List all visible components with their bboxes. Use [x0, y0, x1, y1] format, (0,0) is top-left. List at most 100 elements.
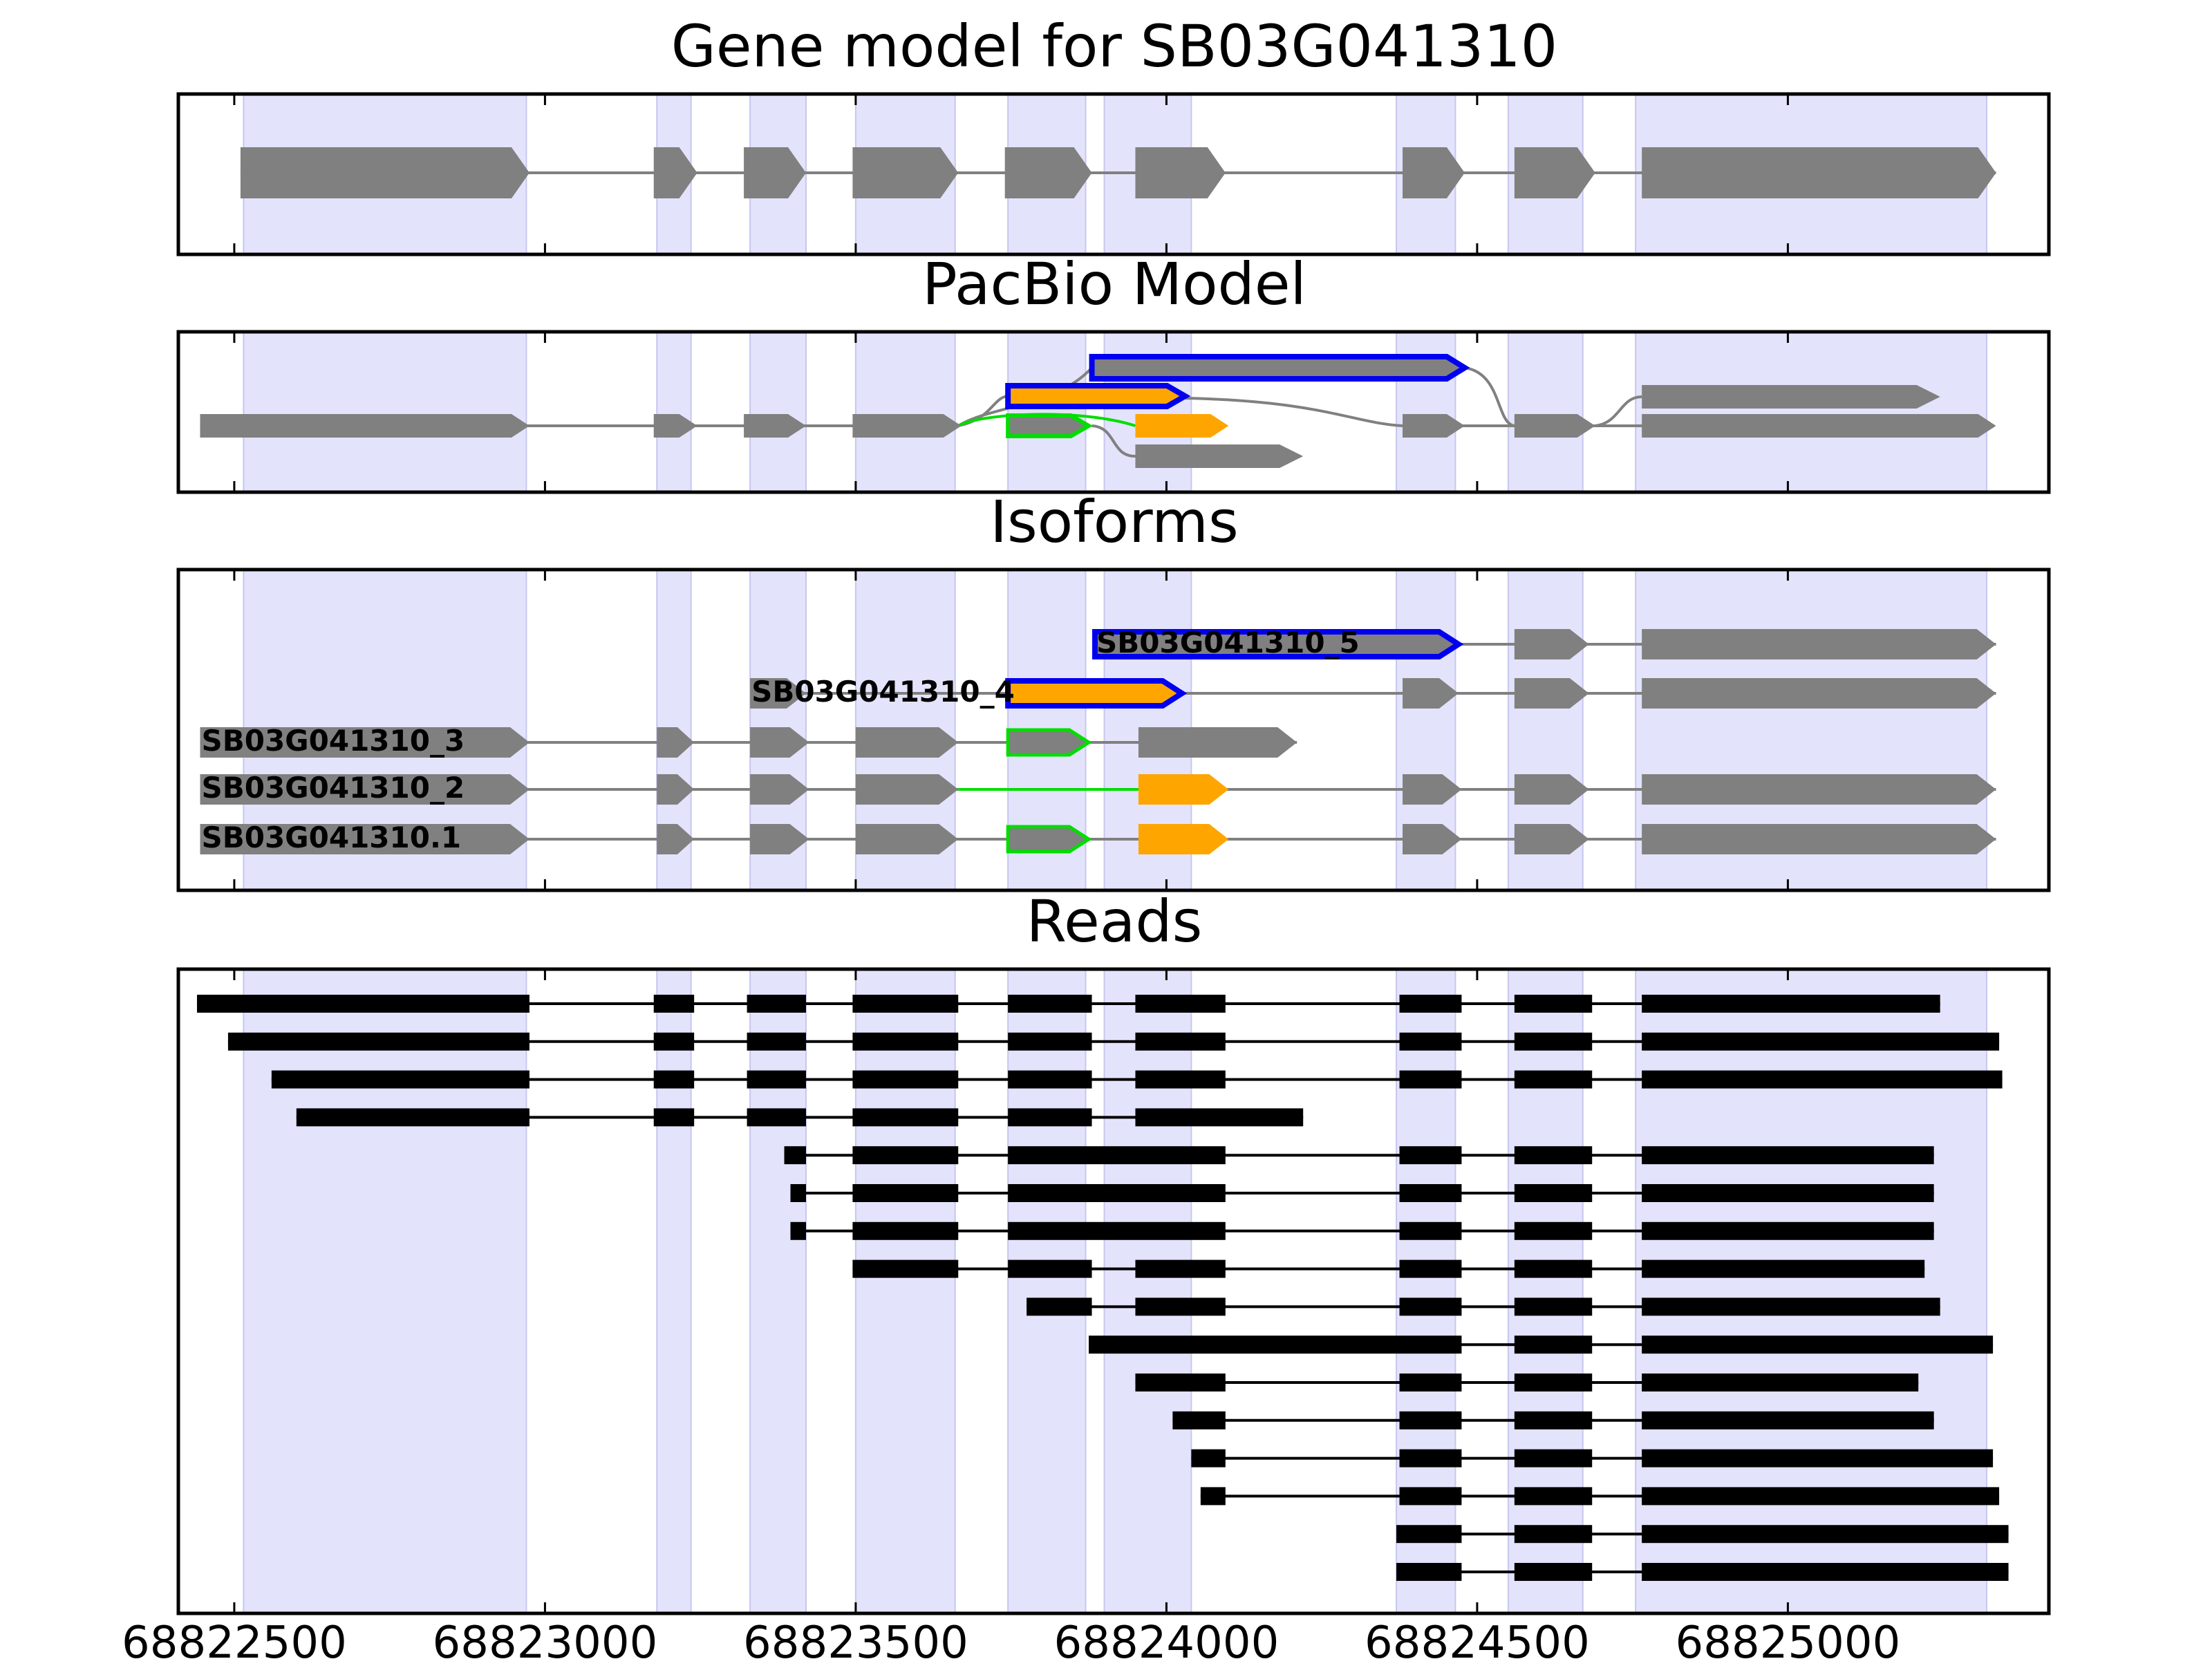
read-block	[1399, 1297, 1462, 1316]
exon-region-shade	[1103, 968, 1192, 1614]
read-block	[1135, 1070, 1226, 1089]
isoform-exon	[750, 824, 809, 854]
pacbio-exon	[1642, 414, 1996, 438]
read-block	[1642, 1184, 1934, 1202]
read-block	[852, 995, 959, 1013]
read-block	[1514, 995, 1593, 1013]
read-block	[1642, 1070, 2003, 1089]
exon-arrow	[653, 147, 697, 198]
exon-region-shade	[1007, 968, 1087, 1614]
read-block	[1027, 1297, 1092, 1316]
x-tick-label: 68823500	[743, 1618, 968, 1659]
read-block	[1642, 1374, 1919, 1391]
read-block	[1642, 1449, 1994, 1468]
isoform-exon	[1642, 629, 1996, 659]
isoform-exon	[200, 774, 529, 805]
pacbio-exon-orange	[1005, 383, 1191, 409]
isoform-exon	[750, 727, 809, 758]
isoform-label: SB03G041310_2	[201, 771, 465, 805]
read-block	[1642, 1032, 2000, 1051]
read-block	[1642, 1297, 1940, 1316]
exon-region-shade	[749, 968, 807, 1614]
isoform-exon	[200, 727, 529, 758]
isoform-exon	[1514, 678, 1589, 709]
read-block	[1514, 1335, 1593, 1354]
read-block	[747, 1032, 806, 1051]
read-block	[296, 1108, 529, 1127]
read-block	[852, 1259, 959, 1278]
read-block	[852, 1221, 959, 1240]
read-block	[852, 1108, 959, 1127]
x-tick-label: 68824500	[1365, 1618, 1590, 1659]
isoform-exon	[1006, 825, 1092, 854]
read-block	[747, 1070, 806, 1089]
exon-region-shade	[854, 331, 956, 493]
read-block	[1399, 1449, 1462, 1468]
exon-region-shade	[854, 968, 956, 1614]
isoform-exon	[1005, 678, 1188, 709]
isoform-exon	[1092, 629, 1464, 659]
read-block	[1642, 1487, 2000, 1506]
read-block	[1399, 1146, 1462, 1165]
read-block	[1008, 1070, 1092, 1089]
isoform-exon	[1642, 774, 1996, 805]
exon-arrow	[1004, 147, 1092, 198]
exon-arrow	[852, 147, 959, 198]
pacbio-exon-blue	[1089, 354, 1470, 382]
read-block	[196, 995, 529, 1013]
isoform-exon	[1138, 824, 1229, 854]
read-block	[1399, 1411, 1462, 1430]
pacbio-exon-orange	[1135, 414, 1229, 438]
x-axis: 68822500 68823000 68823500 68824000 68824500…	[122, 1618, 1900, 1659]
exon-region-shade	[1635, 968, 1988, 1614]
read-block	[1008, 1108, 1092, 1127]
exon-arrow	[240, 147, 529, 198]
panel-frame	[176, 568, 2051, 892]
reads-panel	[176, 967, 2051, 1615]
exon-region-shade	[749, 331, 807, 493]
exon-arrow	[1403, 147, 1465, 198]
isoform-exon	[1514, 824, 1589, 854]
isoform-exon	[657, 824, 695, 854]
read-block	[1008, 1221, 1226, 1240]
read-block	[1089, 1335, 1462, 1354]
isoform-exon	[1514, 629, 1589, 659]
read-block	[1514, 1032, 1593, 1051]
isoform-exon	[1006, 728, 1092, 757]
x-tick-label: 68824000	[1054, 1618, 1280, 1659]
gene-model-panel	[176, 92, 2051, 256]
read-block	[1396, 1525, 1462, 1544]
read-block	[790, 1221, 806, 1240]
read-block	[1514, 1525, 1593, 1544]
isoform-exon	[1514, 774, 1589, 805]
isoform-label: SB03G041310.1	[201, 821, 461, 854]
read-block	[653, 1108, 695, 1127]
read-block	[1008, 1146, 1226, 1165]
title-reads: Reads	[1027, 888, 1203, 955]
read-block	[1399, 1184, 1462, 1202]
exon-region-shade	[1396, 968, 1456, 1614]
read-block	[1514, 1146, 1593, 1165]
read-block	[653, 995, 695, 1013]
isoform-exon	[1642, 824, 1996, 854]
pacbio-panel	[176, 330, 2051, 494]
connector-curve	[1595, 395, 1642, 427]
read-block	[1642, 1525, 2009, 1544]
exon-arrow	[1135, 147, 1226, 198]
isoform-exon	[200, 824, 529, 854]
isoform-exon	[1403, 824, 1462, 854]
read-block	[852, 1146, 959, 1165]
read-block	[1135, 1032, 1226, 1051]
pacbio-exon	[653, 414, 697, 438]
read-block	[1008, 1184, 1226, 1202]
read-block	[653, 1070, 695, 1089]
isoforms-panel: SB03G041310_5 SB03G041310_4 SB03G041310_3 S…	[176, 568, 2051, 892]
isoform-exon	[855, 824, 959, 854]
isoform-label: SB03G041310_3	[201, 724, 465, 758]
pacbio-exon	[852, 414, 962, 438]
read-block	[1642, 1221, 1934, 1240]
read-block	[1642, 1335, 1994, 1354]
exon-arrow	[1642, 147, 1996, 198]
read-block	[1514, 1184, 1593, 1202]
